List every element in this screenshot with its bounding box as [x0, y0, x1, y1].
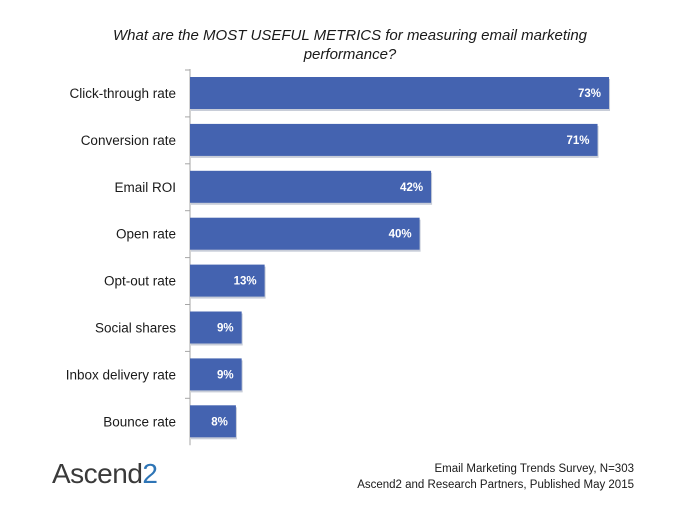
bar-1: [190, 123, 598, 156]
source-line-1: Email Marketing Trends Survey, N=303: [434, 463, 634, 475]
category-label: Click-through rate: [69, 86, 176, 101]
value-label: 73%: [578, 88, 601, 100]
category-label: Opt-out rate: [104, 274, 176, 289]
source-line-2: Ascend2 and Research Partners, Published…: [357, 479, 634, 491]
category-label: Inbox delivery rate: [66, 367, 176, 382]
category-label: Social shares: [95, 321, 176, 336]
source-note: Email Marketing Trends Survey, N=303 Asc…: [357, 461, 634, 493]
category-label: Email ROI: [114, 180, 176, 195]
logo-text: Ascend: [52, 458, 143, 489]
value-label: 9%: [217, 323, 234, 335]
value-label: 40%: [389, 229, 412, 241]
bar-3: [190, 217, 420, 250]
value-label: 9%: [217, 369, 234, 381]
value-label: 13%: [234, 276, 257, 288]
category-label: Bounce rate: [103, 414, 176, 429]
bar-5: [190, 311, 242, 344]
logo-number: 2: [142, 458, 158, 489]
category-label: Conversion rate: [81, 133, 176, 148]
value-label: 71%: [567, 135, 590, 147]
bar-7: [190, 405, 236, 438]
category-label: Open rate: [116, 227, 176, 242]
bar-6: [190, 358, 242, 391]
ascend2-logo: Ascend2: [52, 458, 158, 490]
value-label: 42%: [400, 182, 423, 194]
chart-title: What are the MOST USEFUL METRICS for mea…: [112, 27, 588, 63]
value-label: 8%: [211, 416, 228, 428]
bar-2: [190, 170, 432, 203]
bar-0: [190, 77, 610, 109]
bar-4: [190, 264, 265, 297]
